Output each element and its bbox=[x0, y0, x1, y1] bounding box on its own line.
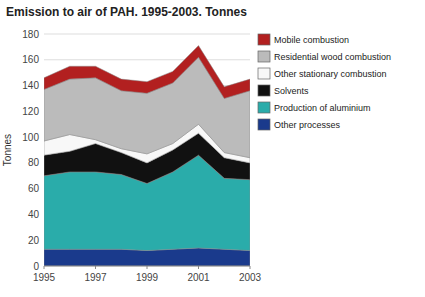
y-axis-label: Tonnes bbox=[2, 134, 13, 166]
legend-swatch bbox=[258, 119, 270, 130]
y-tick-label: 60 bbox=[28, 183, 40, 194]
legend-label: Production of aluminium bbox=[274, 103, 371, 113]
x-tick bbox=[250, 266, 251, 269]
x-tick-label: 2003 bbox=[239, 272, 262, 283]
y-tick-label: 160 bbox=[22, 54, 39, 65]
legend-label: Mobile combustion bbox=[274, 35, 349, 45]
x-tick bbox=[147, 266, 148, 269]
y-tick-label: 80 bbox=[28, 157, 40, 168]
x-tick bbox=[44, 266, 45, 269]
x-tick-label: 1995 bbox=[33, 272, 56, 283]
x-tick bbox=[198, 266, 199, 269]
legend-swatch bbox=[258, 85, 270, 96]
title: Emission to air of PAH. 1995-2003. Tonne… bbox=[6, 5, 247, 19]
grid-line bbox=[44, 34, 250, 35]
y-tick-label: 40 bbox=[28, 209, 40, 220]
legend-swatch bbox=[258, 102, 270, 113]
legend-label: Solvents bbox=[274, 86, 309, 96]
x-tick-label: 2001 bbox=[187, 272, 210, 283]
y-tick-label: 120 bbox=[22, 106, 39, 117]
legend-label: Other stationary combustion bbox=[274, 69, 387, 79]
y-tick-label: 0 bbox=[33, 261, 39, 272]
grid-line bbox=[44, 59, 250, 60]
grid bbox=[44, 34, 250, 266]
chart: Emission to air of PAH. 1995-2003. Tonne… bbox=[0, 0, 425, 297]
y-tick-label: 100 bbox=[22, 132, 39, 143]
legend: Mobile combustion Residential wood combus… bbox=[258, 34, 391, 130]
legend-label: Other processes bbox=[274, 120, 341, 130]
y-tick-label: 20 bbox=[28, 235, 40, 246]
x-tick-label: 1997 bbox=[84, 272, 107, 283]
y-tick-label: 140 bbox=[22, 80, 39, 91]
areas bbox=[44, 46, 250, 266]
x-tick-label: 1999 bbox=[136, 272, 159, 283]
legend-swatch bbox=[258, 68, 270, 79]
x-tick bbox=[95, 266, 96, 269]
y-tick-label: 180 bbox=[22, 29, 39, 40]
legend-swatch bbox=[258, 51, 270, 62]
legend-swatch bbox=[258, 34, 270, 45]
legend-label: Residential wood combustion bbox=[274, 52, 391, 62]
area bbox=[44, 46, 250, 99]
